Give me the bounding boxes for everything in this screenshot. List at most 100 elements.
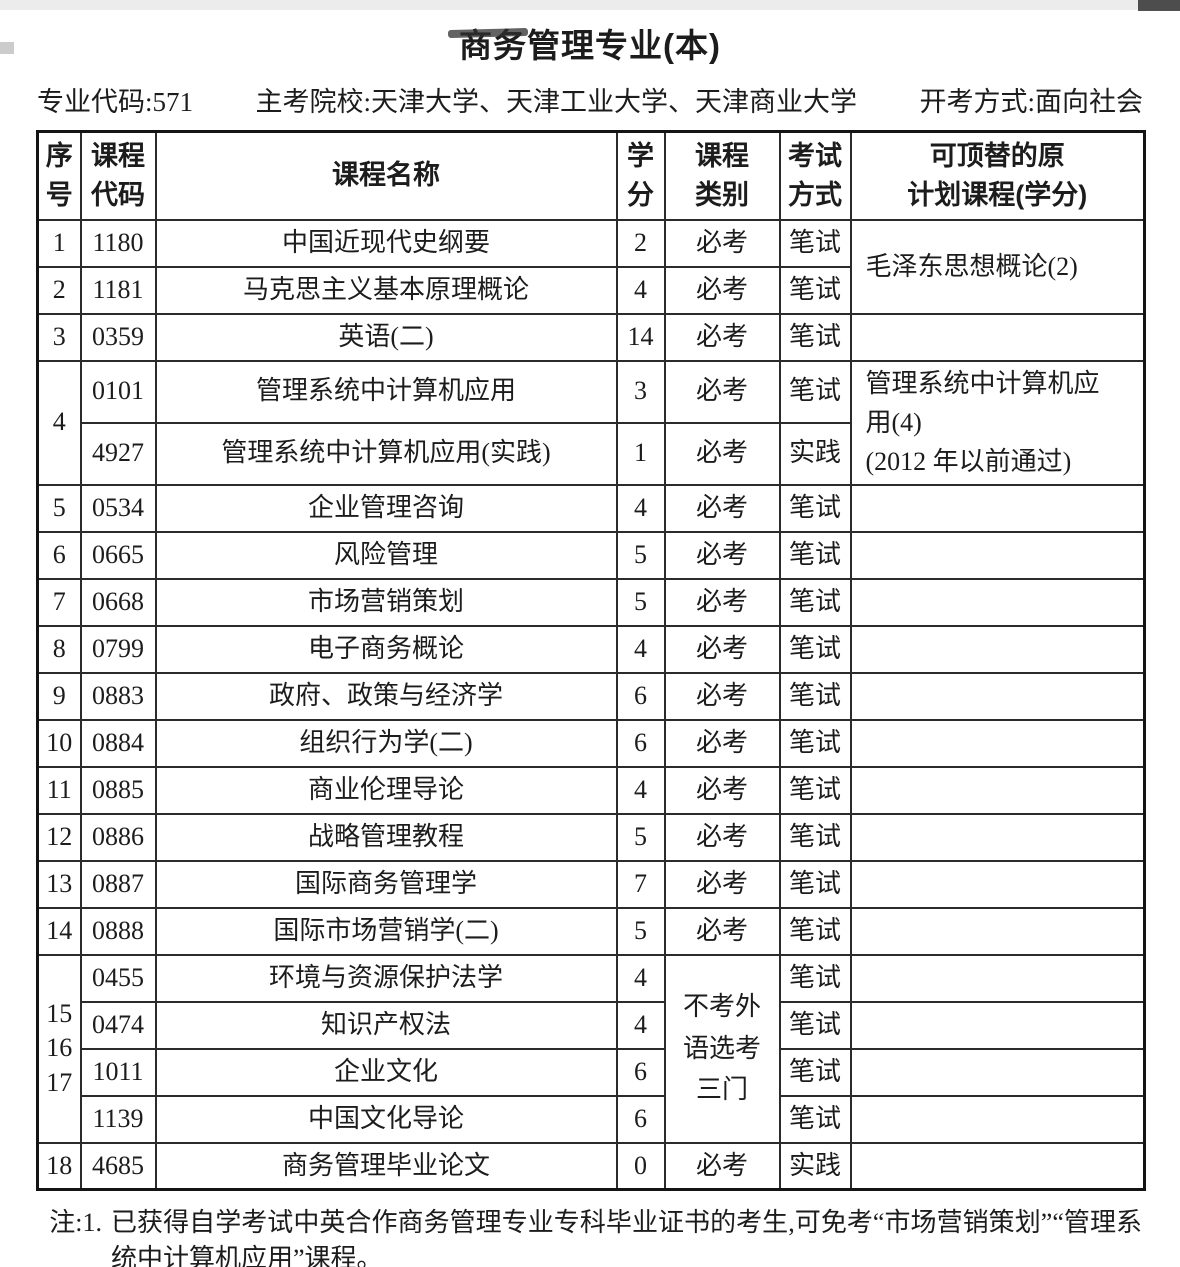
cell-replacement [849,312,1146,362]
cell-course-code: 4685 [79,1141,157,1191]
cell-credits: 14 [615,312,666,362]
cell-category: 必考 [663,421,781,486]
cell-exam-method: 笔试 [778,1094,852,1144]
cell-seq: 1 [36,218,82,268]
cell-exam-method: 笔试 [778,718,852,768]
cell-exam-method: 笔试 [778,265,852,315]
meta-exam-mode: 开考方式:面向社会 [919,87,1143,117]
table-row: 1011 企业文化 6 笔试 [38,1047,1146,1097]
cell-course-name: 马克思主义基本原理概论 [154,265,618,315]
cell-course-code: 0885 [79,765,157,815]
cell-credits: 3 [615,359,666,424]
table-row: 1139 中国文化导论 6 笔试 [38,1094,1146,1144]
cell-course-name: 中国文化导论 [154,1094,618,1144]
header-course-code: 课程 代码 [79,130,157,221]
header-credits: 学 分 [615,130,666,221]
footnote-number: 注:1. [49,1208,102,1237]
cell-exam-method: 笔试 [778,812,852,862]
cell-seq: 9 [36,671,82,721]
cell-seq: 8 [36,624,82,674]
cell-category: 必考 [663,765,781,815]
cell-seq: 5 [36,483,82,533]
scan-artifact [0,42,14,54]
cell-category: 必考 [663,359,781,424]
cell-credits: 5 [615,530,666,580]
header-course-name: 课程名称 [154,130,618,221]
cell-seq: 13 [36,859,82,909]
cell-replacement [849,859,1146,909]
cell-seq: 15 16 17 [36,953,82,1144]
table-row: 10 0884 组织行为学(二) 6 必考 笔试 [36,718,1146,768]
cell-credits: 4 [615,1000,666,1050]
table-row: 4 0101 管理系统中计算机应用 3 必考 笔试 管理系统中计算机应 用(4)… [36,359,1146,486]
cell-exam-method: 笔试 [778,218,852,268]
cell-seq: 4 [36,359,82,486]
cell-credits: 7 [615,859,666,909]
cell-credits: 4 [615,765,666,815]
cell-replacement [849,1000,1146,1050]
cell-category: 必考 [663,906,781,956]
cell-category: 必考 [663,812,781,862]
page-title: 商务管理专业(本) [459,27,721,64]
table-row: 11 0885 商业伦理导论 4 必考 笔试 [36,765,1146,815]
cell-seq: 6 [36,530,82,580]
cell-course-code: 0883 [79,671,157,721]
scan-artifact [1138,0,1180,11]
cell-category: 必考 [663,483,781,533]
cell-seq: 10 [36,718,82,768]
cell-course-name: 政府、政策与经济学 [154,671,618,721]
course-plan-table: 序 号 课程 代码 课程名称 学 分 课程 类别 考试 方式 可顶替的原 计划课… [36,130,1146,1191]
cell-exam-method: 笔试 [778,1047,852,1097]
cell-replacement [849,624,1146,674]
cell-course-code: 0455 [79,953,157,1003]
cell-exam-method: 笔试 [778,859,852,909]
cell-course-name: 企业管理咨询 [154,483,618,533]
cell-category: 不考外 语选考 三门 [663,953,781,1144]
cell-replacement [849,577,1146,627]
cell-category: 必考 [663,312,781,362]
cell-course-code: 4927 [79,421,157,486]
cell-course-name: 中国近现代史纲要 [154,218,618,268]
table-row: 12 0886 战略管理教程 5 必考 笔试 [36,812,1146,862]
table-row: 18 4685 商务管理毕业论文 0 必考 实践 [36,1141,1146,1191]
cell-replacement [849,1094,1146,1144]
cell-credits: 4 [615,624,666,674]
cell-course-name: 商业伦理导论 [154,765,618,815]
cell-credits: 5 [615,812,666,862]
cell-course-code: 0474 [79,1000,157,1050]
cell-exam-method: 笔试 [778,953,852,1003]
cell-credits: 6 [615,671,666,721]
table-header-row: 序 号 课程 代码 课程名称 学 分 课程 类别 考试 方式 可顶替的原 计划课… [36,130,1146,221]
cell-exam-method: 笔试 [778,577,852,627]
cell-exam-method: 实践 [778,421,852,486]
table-row: 5 0534 企业管理咨询 4 必考 笔试 [36,483,1146,533]
scan-artifact [0,0,1180,10]
cell-credits: 5 [615,906,666,956]
cell-category: 必考 [663,671,781,721]
footnotes: 注:1. 已获得自学考试中英合作商务管理专业专科毕业证书的考生,可免考“市场营销… [38,1205,1142,1267]
header-course-category: 课程 类别 [663,130,781,221]
cell-credits: 2 [615,218,666,268]
cell-course-code: 0668 [79,577,157,627]
cell-exam-method: 笔试 [778,624,852,674]
cell-course-name: 管理系统中计算机应用 [154,359,618,424]
cell-exam-method: 笔试 [778,671,852,721]
cell-category: 必考 [663,624,781,674]
cell-replacement: 毛泽东思想概论(2) [849,218,1146,315]
cell-course-code: 0888 [79,906,157,956]
cell-credits: 4 [615,265,666,315]
cell-course-name: 国际商务管理学 [154,859,618,909]
cell-course-code: 1180 [79,218,157,268]
cell-exam-method: 笔试 [778,765,852,815]
cell-course-name: 市场营销策划 [154,577,618,627]
table-row: 8 0799 电子商务概论 4 必考 笔试 [36,624,1146,674]
table-row: 7 0668 市场营销策划 5 必考 笔试 [36,577,1146,627]
table-row: 6 0665 风险管理 5 必考 笔试 [36,530,1146,580]
cell-course-code: 1011 [79,1047,157,1097]
cell-credits: 6 [615,718,666,768]
cell-course-name: 企业文化 [154,1047,618,1097]
cell-credits: 0 [615,1141,666,1191]
cell-replacement [849,953,1146,1003]
cell-credits: 6 [615,1094,666,1144]
cell-replacement [849,906,1146,956]
